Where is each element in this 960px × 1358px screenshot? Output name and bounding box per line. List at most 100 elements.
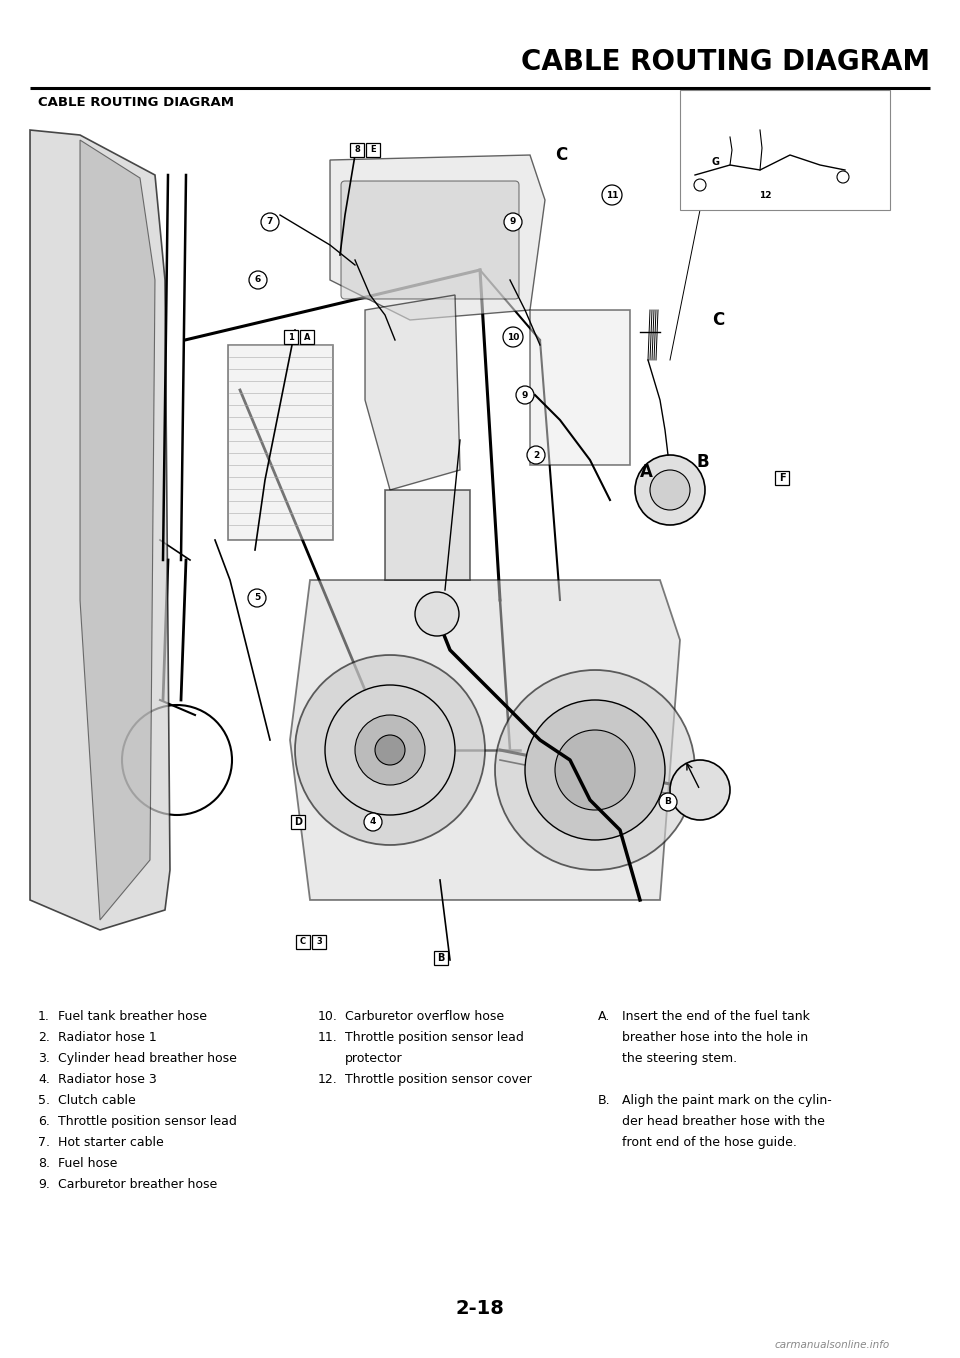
Text: protector: protector xyxy=(345,1052,402,1065)
Polygon shape xyxy=(80,140,155,919)
Text: Fuel hose: Fuel hose xyxy=(58,1157,117,1171)
Circle shape xyxy=(756,186,774,204)
Text: CABLE ROUTING DIAGRAM: CABLE ROUTING DIAGRAM xyxy=(521,48,930,76)
Polygon shape xyxy=(30,130,170,930)
Bar xyxy=(434,951,448,966)
Text: 9: 9 xyxy=(522,391,528,399)
Circle shape xyxy=(837,171,849,183)
Circle shape xyxy=(527,445,545,464)
Bar xyxy=(291,815,305,828)
Text: Radiator hose 1: Radiator hose 1 xyxy=(58,1031,156,1044)
Bar xyxy=(312,936,326,949)
Text: C: C xyxy=(300,937,306,947)
Text: 10: 10 xyxy=(507,333,519,341)
Text: carmanualsonline.info: carmanualsonline.info xyxy=(775,1340,890,1350)
Text: Cylinder head breather hose: Cylinder head breather hose xyxy=(58,1052,237,1065)
Bar xyxy=(284,330,298,344)
Text: 2: 2 xyxy=(533,451,540,459)
Bar xyxy=(350,143,364,158)
Circle shape xyxy=(364,813,382,831)
Bar xyxy=(228,345,333,540)
Text: Carburetor breather hose: Carburetor breather hose xyxy=(58,1177,217,1191)
Circle shape xyxy=(525,699,665,841)
Circle shape xyxy=(375,735,405,765)
Text: Insert the end of the fuel tank: Insert the end of the fuel tank xyxy=(622,1010,810,1023)
Polygon shape xyxy=(365,295,460,490)
Text: 11: 11 xyxy=(606,190,618,200)
Bar xyxy=(680,90,890,210)
Text: Throttle position sensor lead: Throttle position sensor lead xyxy=(345,1031,524,1044)
Text: A.: A. xyxy=(598,1010,611,1023)
Polygon shape xyxy=(290,580,680,900)
Circle shape xyxy=(248,589,266,607)
Bar xyxy=(296,936,310,949)
Text: B: B xyxy=(438,953,444,963)
Text: Aligh the paint mark on the cylin-: Aligh the paint mark on the cylin- xyxy=(622,1095,831,1107)
Text: 5.: 5. xyxy=(38,1095,50,1107)
Circle shape xyxy=(495,669,695,870)
Text: E: E xyxy=(371,145,375,155)
Circle shape xyxy=(555,731,635,809)
Text: A: A xyxy=(640,463,653,481)
Circle shape xyxy=(635,455,705,526)
Text: 4: 4 xyxy=(370,818,376,827)
Circle shape xyxy=(355,716,425,785)
Text: D: D xyxy=(294,818,302,827)
Text: Fuel tank breather hose: Fuel tank breather hose xyxy=(58,1010,207,1023)
Circle shape xyxy=(249,272,267,289)
Circle shape xyxy=(516,386,534,403)
Bar xyxy=(30,120,930,960)
Text: 8: 8 xyxy=(354,145,360,155)
Circle shape xyxy=(325,684,455,815)
Circle shape xyxy=(670,760,730,820)
Text: 2-18: 2-18 xyxy=(456,1298,504,1317)
Bar xyxy=(775,471,789,485)
Text: 6.: 6. xyxy=(38,1115,50,1128)
Text: 7.: 7. xyxy=(38,1137,50,1149)
Text: 1.: 1. xyxy=(38,1010,50,1023)
Text: 5: 5 xyxy=(253,593,260,603)
Circle shape xyxy=(504,213,522,231)
Text: 8.: 8. xyxy=(38,1157,50,1171)
Text: B: B xyxy=(664,797,671,807)
Text: B.: B. xyxy=(598,1095,611,1107)
Text: 12.: 12. xyxy=(318,1073,338,1086)
Text: F: F xyxy=(779,473,785,483)
Text: Clutch cable: Clutch cable xyxy=(58,1095,135,1107)
Text: der head breather hose with the: der head breather hose with the xyxy=(622,1115,825,1128)
Text: 3.: 3. xyxy=(38,1052,50,1065)
Text: Radiator hose 3: Radiator hose 3 xyxy=(58,1073,156,1086)
Text: 9.: 9. xyxy=(38,1177,50,1191)
Text: front end of the hose guide.: front end of the hose guide. xyxy=(622,1137,797,1149)
Text: Carburetor overflow hose: Carburetor overflow hose xyxy=(345,1010,504,1023)
Text: 4.: 4. xyxy=(38,1073,50,1086)
Text: Throttle position sensor lead: Throttle position sensor lead xyxy=(58,1115,237,1128)
Text: 1: 1 xyxy=(288,333,294,341)
Text: C: C xyxy=(712,311,724,329)
Text: 9: 9 xyxy=(510,217,516,227)
Text: CABLE ROUTING DIAGRAM: CABLE ROUTING DIAGRAM xyxy=(38,96,234,110)
Bar xyxy=(300,330,314,344)
Text: 6: 6 xyxy=(254,276,261,284)
Polygon shape xyxy=(385,490,470,580)
Text: 2.: 2. xyxy=(38,1031,50,1044)
Bar xyxy=(366,143,380,158)
Bar xyxy=(530,310,630,464)
Text: B: B xyxy=(697,454,709,471)
Circle shape xyxy=(415,592,459,636)
Text: 7: 7 xyxy=(267,217,274,227)
Text: 12: 12 xyxy=(758,190,771,200)
Circle shape xyxy=(694,179,706,191)
Text: G: G xyxy=(712,158,720,167)
Text: Hot starter cable: Hot starter cable xyxy=(58,1137,164,1149)
Text: the steering stem.: the steering stem. xyxy=(622,1052,737,1065)
Circle shape xyxy=(650,470,690,511)
Bar xyxy=(709,155,723,168)
Text: C: C xyxy=(555,147,567,164)
Text: breather hose into the hole in: breather hose into the hole in xyxy=(622,1031,808,1044)
Polygon shape xyxy=(330,155,545,320)
Circle shape xyxy=(503,327,523,348)
Text: A: A xyxy=(303,333,310,341)
Text: 11.: 11. xyxy=(318,1031,338,1044)
Circle shape xyxy=(295,655,485,845)
